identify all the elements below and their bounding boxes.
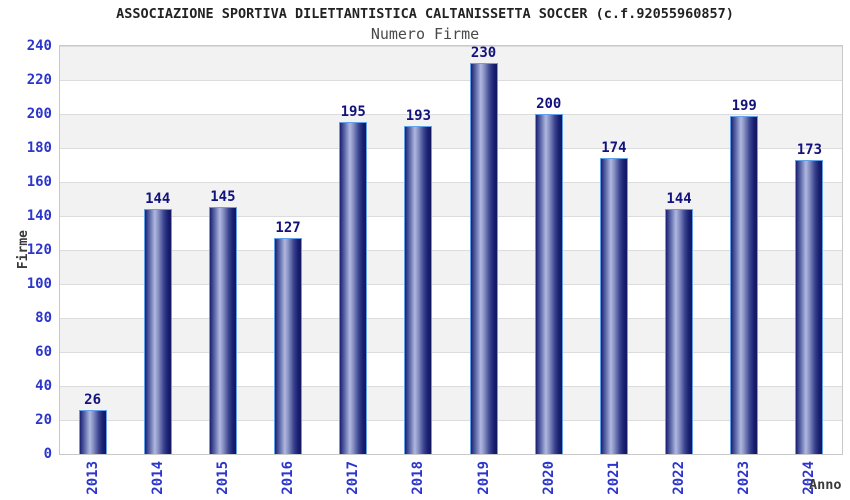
chart-title: ASSOCIAZIONE SPORTIVA DILETTANTISTICA CA… [116,6,734,22]
bar-value-label: 144 [145,191,171,207]
x-tick-label: 2016 [280,461,297,495]
bar-value-label: 144 [666,191,692,207]
bar-2015 [208,207,237,454]
bar-2018 [404,126,433,454]
y-tick-label: 60 [35,344,52,360]
bar-value-label: 199 [731,98,757,114]
bar-value-label: 200 [536,96,562,112]
x-tick-label: 2022 [671,461,688,495]
y-tick-label: 0 [43,446,52,462]
bar-2013 [78,410,107,454]
bar-2016 [274,238,303,454]
y-tick-label: 160 [26,174,52,190]
y-tick-label: 180 [26,140,52,156]
bar-value-label: 145 [210,189,236,205]
chart-subtitle: Numero Firme [370,25,480,43]
y-tick-label: 200 [26,106,52,122]
bar-2022 [665,209,694,454]
bar-value-label: 193 [405,108,432,124]
bar-2014 [143,209,172,454]
bar-2020 [534,114,563,454]
y-tick-label: 140 [26,208,52,224]
x-tick-label: 2013 [84,461,101,495]
bar-value-label: 174 [601,140,627,156]
x-tick-label: 2023 [736,461,753,495]
x-tick-label: 2014 [149,461,166,495]
bar-value-label: 173 [796,142,823,158]
plot-area: 26 144 145 127 195 193 230 200 174 144 199 173 [59,45,843,455]
x-axis-label: Anno [809,477,842,493]
bar-2023 [730,116,759,454]
x-tick-label: 2021 [605,461,622,495]
bar-2021 [599,158,628,454]
y-tick-label: 80 [35,310,52,326]
bar-2024 [795,160,824,454]
x-tick-label: 2019 [475,461,492,495]
bar-2017 [339,122,368,454]
bar-value-label: 195 [340,104,366,120]
x-tick-label: 2020 [540,461,557,495]
y-tick-label: 220 [26,72,52,88]
x-tick-label: 2015 [214,461,231,495]
x-tick-label: 2017 [345,461,362,495]
bar-value-label: 127 [275,220,301,236]
y-tick-label: 40 [35,378,52,394]
bar-value-label: 26 [84,392,101,408]
y-tick-label: 240 [26,38,52,54]
y-tick-label: 20 [35,412,52,428]
bar-2019 [469,63,498,454]
bar-value-label: 230 [470,45,497,61]
y-tick-label: 100 [26,276,52,292]
y-tick-label: 120 [26,242,52,258]
x-tick-label: 2018 [410,461,427,495]
